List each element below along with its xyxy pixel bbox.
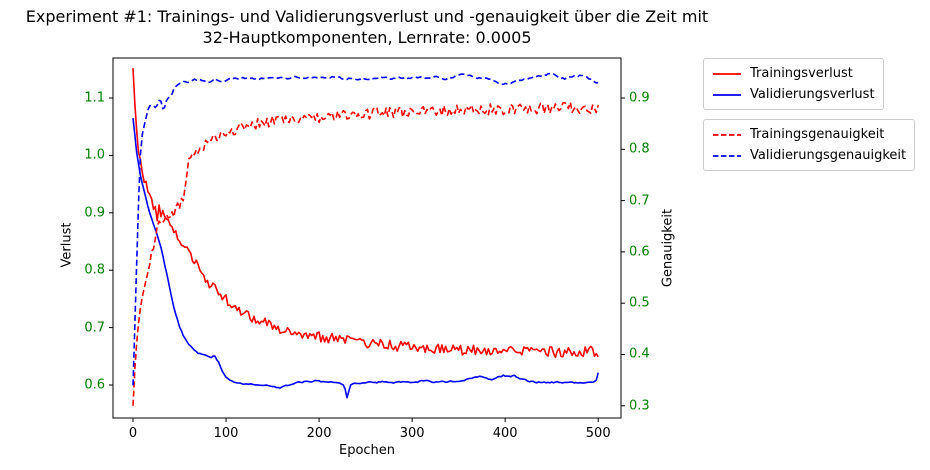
legend-label: Validierungsverlust	[750, 87, 875, 102]
x-tick-label: 0	[128, 426, 138, 441]
y-left-tick-label: 0.7	[84, 320, 105, 336]
dashed-line-sample-icon	[713, 133, 741, 136]
legend-entry: Validierungsgenauigkeit	[712, 145, 906, 166]
legend-label: Trainingsgenauigkeit	[750, 127, 885, 142]
y-left-tick-label: 0.8	[84, 262, 105, 278]
x-tick-label: 300	[399, 426, 425, 441]
val-acc-line	[132, 72, 599, 386]
x-tick-label: 500	[585, 426, 611, 441]
train-acc-line	[132, 101, 599, 406]
chart-title-line1: Experiment #1: Trainings- und Validierun…	[25, 7, 709, 26]
y-left-tick-label: 1.0	[84, 147, 105, 163]
val-loss-line	[132, 118, 599, 399]
y-left-tick-label: 1.1	[84, 90, 105, 106]
legend: Trainingsverlust Validierungsverlust Train…	[703, 58, 923, 180]
y-right-tick-label: 0.4	[629, 346, 650, 362]
y-right-tick-label: 0.7	[629, 193, 650, 209]
legend-box-2: Trainingsgenauigkeit Validierungsgenauigk…	[703, 119, 916, 171]
y-right-axis-label: Genauigkeit	[660, 208, 676, 288]
solid-line-sample-icon	[713, 72, 741, 75]
chart-title: Experiment #1: Trainings- und Validierun…	[26, 6, 708, 48]
y-right-tick-label: 0.8	[629, 141, 650, 157]
x-tick-label: 400	[492, 426, 518, 441]
y-left-tick-label: 0.9	[84, 205, 105, 221]
y-left-tick-label: 0.6	[84, 377, 105, 393]
y-right-tick-label: 0.9	[629, 90, 650, 106]
legend-label: Validierungsgenauigkeit	[750, 148, 907, 163]
y-right-tick-label: 0.6	[629, 244, 650, 260]
legend-entry: Trainingsgenauigkeit	[712, 124, 906, 145]
legend-label: Trainingsverlust	[750, 66, 853, 81]
plot-frame	[112, 57, 622, 419]
y-right-tick-label: 0.3	[629, 398, 650, 414]
y-left-axis-label: Verlust	[59, 222, 75, 268]
x-axis-label: Epochen	[338, 443, 396, 458]
dashed-line-sample-icon	[713, 154, 741, 157]
legend-box-1: Trainingsverlust Validierungsverlust	[703, 58, 884, 110]
chart-title-line2: 32-Hauptkomponenten, Lernrate: 0.0005	[202, 28, 532, 47]
x-tick-label: 200	[306, 426, 332, 441]
y-right-tick-label: 0.5	[629, 295, 650, 311]
legend-entry: Trainingsverlust	[712, 63, 875, 84]
solid-line-sample-icon	[713, 93, 741, 96]
x-tick-label: 100	[213, 426, 239, 441]
legend-entry: Validierungsverlust	[712, 84, 875, 105]
train-loss-line	[132, 68, 599, 359]
